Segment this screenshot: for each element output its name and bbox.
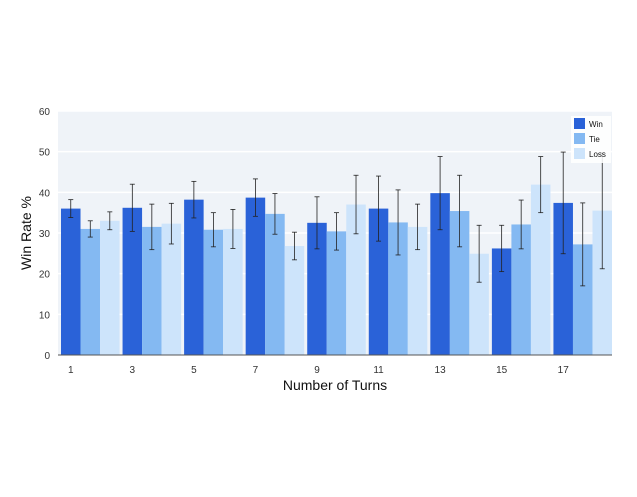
- y-tick-label: 0: [44, 351, 50, 362]
- bar-tie: [326, 231, 347, 355]
- x-tick-label: 1: [68, 365, 74, 376]
- x-tick-label: 15: [496, 365, 508, 376]
- bar-win: [122, 207, 143, 355]
- bar-win: [430, 193, 450, 355]
- legend-swatch-win: [574, 118, 585, 129]
- bar-loss: [530, 184, 551, 355]
- legend-swatch-loss: [574, 148, 585, 159]
- bar-loss: [407, 226, 428, 355]
- legend-label-loss: Loss: [589, 150, 606, 159]
- bar-tie: [572, 244, 593, 355]
- y-tick-label: 60: [39, 107, 51, 118]
- y-tick-label: 30: [39, 229, 51, 240]
- bar-loss: [284, 246, 305, 355]
- bar-win: [245, 197, 266, 355]
- x-tick-label: 13: [435, 365, 447, 376]
- bar-tie: [80, 228, 101, 355]
- y-tick-label: 20: [39, 270, 51, 281]
- legend-label-tie: Tie: [589, 135, 600, 144]
- bar-tie: [449, 211, 470, 355]
- bar-win: [61, 208, 81, 355]
- bar-win: [368, 208, 389, 355]
- y-tick-label: 40: [39, 188, 51, 199]
- bar-tie: [265, 213, 285, 355]
- legend-label-win: Win: [589, 120, 603, 129]
- bar-loss: [469, 253, 489, 355]
- x-tick-label: 7: [253, 365, 259, 376]
- y-tick-label: 10: [39, 310, 51, 321]
- x-tick-label: 17: [558, 365, 570, 376]
- y-tick-label: 50: [39, 148, 51, 159]
- bar-loss: [161, 223, 182, 355]
- bar-win: [307, 222, 327, 355]
- x-tick-labels: 1 3 5 7 9 11 13 15 17: [68, 365, 569, 376]
- x-axis-title: Number of Turns: [283, 377, 387, 393]
- error-bars: [68, 151, 605, 287]
- bar-loss: [592, 210, 612, 355]
- bar-tie: [388, 222, 408, 355]
- bar-loss: [346, 204, 366, 355]
- x-tick-label: 9: [314, 365, 320, 376]
- x-tick-label: 3: [130, 365, 136, 376]
- x-tick-label: 11: [373, 365, 384, 376]
- bar-win: [553, 202, 573, 355]
- y-axis-title: Win Rate %: [18, 196, 34, 270]
- bar-tie: [142, 226, 162, 355]
- legend: Win Tie Loss: [571, 116, 611, 163]
- bar-loss: [100, 220, 120, 355]
- bar-tie: [203, 229, 224, 355]
- y-tick-labels: 0 10 20 30 40 50 60: [39, 107, 51, 362]
- bar-win: [184, 199, 204, 355]
- bar-tie: [511, 224, 531, 355]
- bar-win: [491, 248, 512, 355]
- bars: [61, 184, 612, 355]
- bar-loss: [223, 228, 243, 355]
- legend-swatch-tie: [574, 133, 585, 144]
- x-tick-label: 5: [191, 365, 197, 376]
